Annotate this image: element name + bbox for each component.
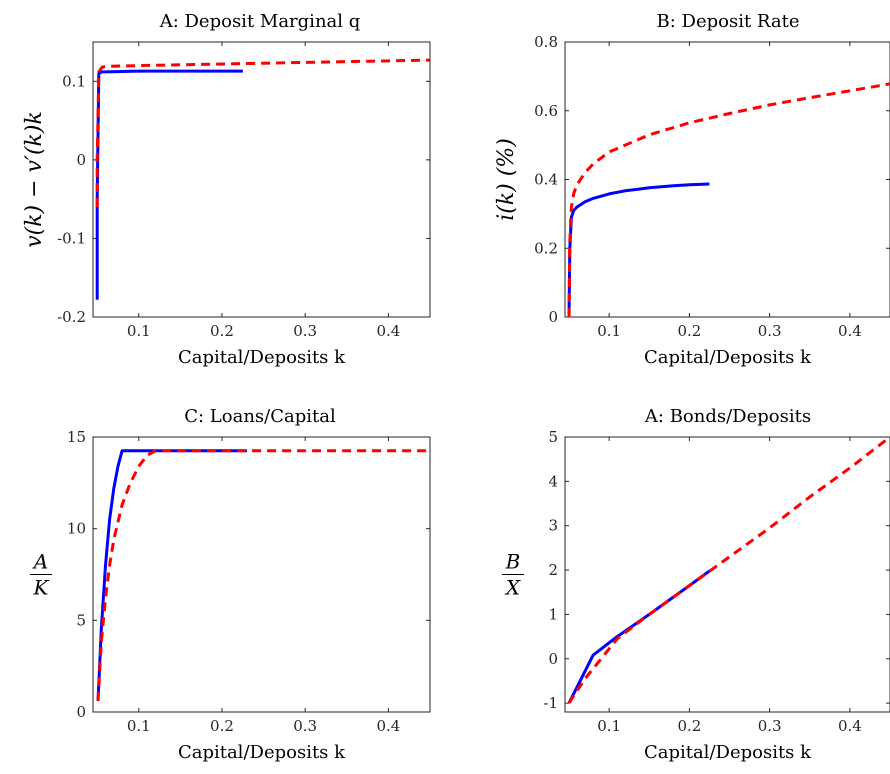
chart-title: C: Loans/Capital [184, 406, 336, 427]
x-tick-label: 0.3 [293, 322, 317, 340]
chart-title: B: Deposit Rate [657, 11, 800, 32]
solid-series-line [567, 182, 710, 317]
x-axis-label: Capital/Deposits k [178, 347, 346, 368]
y-tick-label: -1 [543, 694, 558, 712]
y-tick-label: 0 [76, 151, 86, 169]
y-tick-label: 10 [67, 520, 86, 538]
y-tick-label: 4 [548, 472, 558, 490]
y-tick-label: 0 [76, 703, 86, 721]
chart-panel-4: 0.1 0.2 0.3 0.4 -1 0 1 2 3 4 5 A: Bonds/Deposits Cap… [502, 406, 890, 763]
solid-series-line [96, 449, 247, 702]
y-tick-label: 0.4 [534, 171, 558, 189]
y-axis-label-numerator: A [32, 550, 48, 574]
y-tick-label: 5 [548, 428, 558, 446]
axes-box [92, 41, 431, 318]
y-tick-label: 5 [76, 611, 86, 629]
solid-series-line [95, 69, 243, 300]
x-axis-label: Capital/Deposits k [644, 347, 812, 368]
y-tick-label: 2 [548, 561, 558, 579]
x-tick-label: 0.2 [210, 717, 234, 735]
x-axis-label: Capital/Deposits k [644, 742, 812, 763]
axes-box [564, 436, 890, 713]
y-tick-label: -0.2 [57, 308, 86, 326]
x-tick-label: 0.1 [127, 717, 151, 735]
y-tick-label: 0.2 [534, 239, 558, 257]
x-axis-label: Capital/Deposits k [178, 742, 346, 763]
y-axis-label: i(k) (%) [494, 138, 519, 221]
y-tick-label: 0.1 [62, 72, 86, 90]
x-tick-label: 0.4 [838, 717, 862, 735]
x-tick-label: 0.1 [597, 717, 621, 735]
y-axis-label-denominator: X [504, 576, 521, 600]
x-tick-label: 0.2 [210, 322, 234, 340]
chart-panel-3: 0.1 0.2 0.3 0.4 0 5 10 15 C: Loans/Capital Capita… [30, 406, 431, 763]
x-tick-label: 0.2 [677, 322, 701, 340]
axes-box [564, 41, 890, 318]
chart-panel-2: 0.1 0.2 0.3 0.4 0 0.2 0.4 0.6 0.8 B: Deposit Rate… [494, 11, 890, 368]
axes-box [92, 436, 431, 713]
x-tick-label: 0.4 [376, 717, 400, 735]
chart-title: A: Deposit Marginal q [159, 11, 361, 32]
y-tick-label: 0.6 [534, 102, 558, 120]
dashed-series-line [567, 82, 890, 317]
solid-series-line [567, 569, 711, 704]
y-axis-label: v(k) − v′(k)k [22, 111, 47, 248]
x-tick-label: 0.1 [597, 322, 621, 340]
y-axis-label-denominator: K [33, 576, 50, 600]
dashed-series-line [96, 449, 430, 702]
x-tick-label: 0.3 [758, 322, 782, 340]
y-tick-label: 1 [548, 605, 558, 623]
x-tick-label: 0.3 [758, 717, 782, 735]
x-tick-label: 0.4 [838, 322, 862, 340]
y-tick-label: 3 [548, 517, 558, 535]
dashed-series-line [95, 58, 430, 207]
y-tick-label: 0 [548, 650, 558, 668]
x-tick-label: 0.3 [293, 717, 317, 735]
chart-panel-1: 0.1 0.2 0.3 0.4 -0.2 -0.1 0 0.1 A: Deposit Margi… [22, 11, 431, 368]
y-tick-label: 0.8 [534, 33, 558, 51]
y-tick-label: 0 [548, 308, 558, 326]
chart-title: A: Bonds/Deposits [644, 406, 811, 427]
dashed-series-line [567, 437, 890, 704]
x-tick-label: 0.4 [376, 322, 400, 340]
y-tick-label: 15 [67, 428, 86, 446]
x-tick-label: 0.2 [677, 717, 701, 735]
y-tick-label: -0.1 [57, 229, 86, 247]
x-tick-label: 0.1 [127, 322, 151, 340]
y-axis-label-numerator: B [505, 550, 521, 574]
